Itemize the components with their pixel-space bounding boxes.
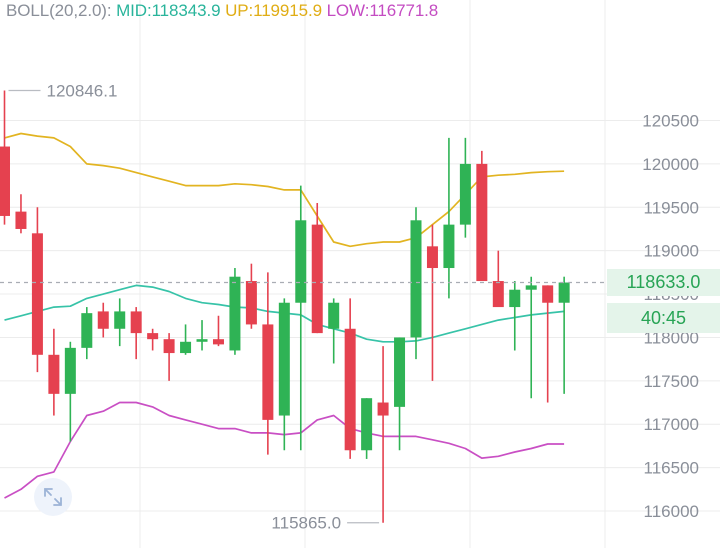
countdown-badge: 40:45 [607, 303, 720, 333]
candle-body [114, 311, 126, 329]
candle-body [426, 246, 438, 269]
candle-body [31, 233, 43, 355]
candle [509, 281, 521, 351]
candle [410, 207, 422, 360]
price-markers: 120846.1 115865.0 [0, 81, 607, 533]
candle-body [48, 354, 60, 394]
y-tick-label: 117500 [644, 372, 699, 391]
candle [81, 307, 93, 360]
candle [48, 328, 60, 416]
y-tick-label: 117000 [644, 415, 699, 434]
candle [196, 320, 208, 351]
candle [31, 207, 43, 373]
y-tick-label: 116000 [644, 502, 699, 521]
candle-body [81, 313, 93, 348]
candles [0, 90, 570, 523]
max-price-label: 120846.1 [47, 81, 118, 100]
expand-arrows-icon [44, 488, 62, 506]
candle [344, 298, 356, 459]
candle-body [97, 311, 109, 329]
boll-legend-up: UP:119915.9 [225, 1, 322, 20]
candle-body [443, 224, 455, 269]
candle [542, 285, 554, 403]
candle-body [196, 339, 208, 342]
candle [114, 298, 126, 347]
boll-legend: BOLL(20,2.0): MID:118343.9 UP:119915.9 L… [6, 1, 438, 21]
candle-body [509, 289, 521, 308]
candle-body [394, 337, 406, 407]
candle [0, 90, 10, 225]
candle [377, 346, 389, 523]
candle-body [64, 347, 76, 394]
candle [426, 224, 438, 381]
candle [15, 194, 27, 234]
candle-body [0, 146, 10, 216]
boll-legend-mid: MID:118343.9 [116, 1, 221, 20]
candle [328, 298, 340, 364]
candle-body [278, 302, 290, 416]
candle-body [229, 276, 241, 351]
candle [492, 250, 504, 308]
boll-legend-low: LOW:116771.8 [326, 1, 439, 20]
candle [525, 276, 537, 399]
candle [212, 315, 224, 347]
candle-body [377, 402, 389, 416]
candle [245, 263, 257, 329]
candle-body [410, 220, 422, 338]
candle-body [147, 333, 159, 340]
candle [311, 202, 323, 334]
y-tick-label: 120500 [642, 112, 699, 131]
candle [97, 302, 109, 338]
candle-body [361, 398, 373, 451]
candle [163, 333, 175, 381]
current-price-badge: 118633.0 [607, 269, 720, 296]
candle [443, 137, 455, 299]
candle-body [542, 285, 554, 303]
candle [361, 398, 373, 459]
y-tick-label: 119500 [644, 198, 699, 217]
candle [558, 276, 570, 394]
expand-chart-button[interactable] [34, 478, 72, 516]
candle [295, 185, 307, 451]
candle [278, 298, 290, 451]
candle-body [492, 281, 504, 308]
candle-body [311, 224, 323, 334]
candle-body [558, 282, 570, 303]
min-price-label: 115865.0 [271, 514, 341, 533]
candle-body [295, 220, 307, 303]
candle [64, 341, 76, 442]
candle [130, 307, 142, 360]
candle-body [476, 163, 488, 282]
candle-body [212, 339, 224, 345]
y-tick-label: 116500 [644, 459, 699, 478]
candle-body [344, 328, 356, 451]
candle [262, 272, 274, 455]
candle-body [459, 163, 471, 225]
candle [476, 150, 488, 282]
y-tick-label: 118000 [644, 328, 699, 347]
candle-body [245, 281, 257, 325]
boll-legend-title: BOLL(20,2.0): [6, 1, 112, 20]
candle-body [130, 311, 142, 334]
candle-body [262, 324, 274, 420]
candle [147, 328, 159, 351]
candle [229, 268, 241, 355]
y-tick-label: 119000 [644, 242, 699, 261]
candle-body [180, 341, 192, 354]
candle-body [163, 339, 175, 354]
candle [394, 337, 406, 451]
candle [459, 137, 471, 238]
candle-body [15, 211, 27, 229]
candle [180, 324, 192, 355]
y-tick-label: 120000 [642, 155, 699, 174]
candle-body [328, 302, 340, 329]
candle-body [525, 285, 537, 290]
